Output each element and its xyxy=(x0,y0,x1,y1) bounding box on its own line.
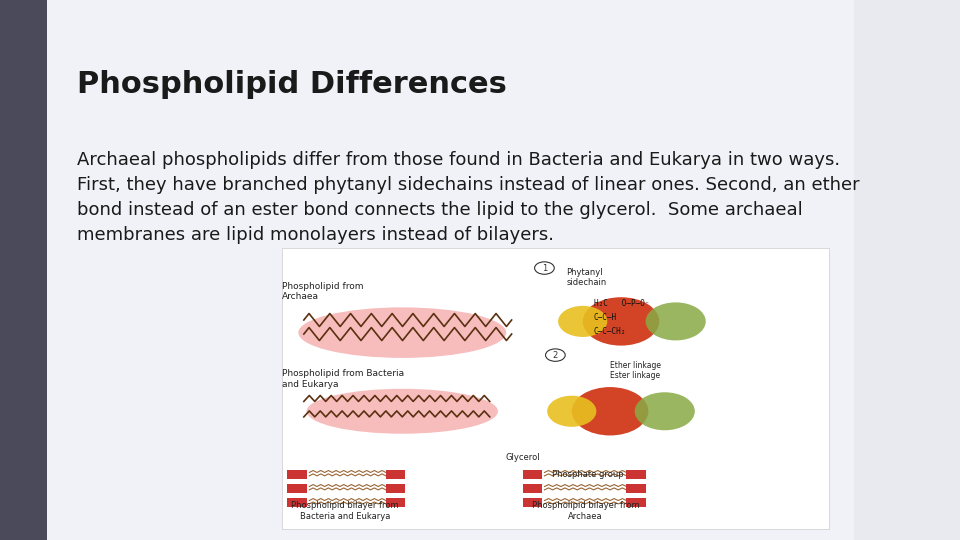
Text: Phospholipid bilayer from
Archaea: Phospholipid bilayer from Archaea xyxy=(532,501,639,521)
Bar xyxy=(522,498,541,507)
Bar xyxy=(287,470,306,478)
Ellipse shape xyxy=(306,389,498,434)
Text: Phosphate group: Phosphate group xyxy=(552,470,624,479)
Circle shape xyxy=(635,392,695,430)
Text: Archaeal phospholipids differ from those found in Bacteria and Eukarya in two wa: Archaeal phospholipids differ from those… xyxy=(77,151,859,244)
Text: 2: 2 xyxy=(553,350,558,360)
Text: H₂C   O—P—O⁻: H₂C O—P—O⁻ xyxy=(593,299,649,308)
Circle shape xyxy=(547,396,596,427)
Text: Phospholipid from
Archaea: Phospholipid from Archaea xyxy=(282,282,364,301)
Bar xyxy=(287,484,306,492)
Text: Phytanyl
sidechain: Phytanyl sidechain xyxy=(566,268,607,287)
Circle shape xyxy=(645,302,706,340)
Circle shape xyxy=(583,297,660,346)
Bar xyxy=(0,0,47,540)
Ellipse shape xyxy=(299,307,506,358)
Circle shape xyxy=(535,262,554,274)
Text: C—C—CH₂: C—C—CH₂ xyxy=(593,327,626,336)
Circle shape xyxy=(545,349,565,361)
Bar xyxy=(522,470,541,478)
Bar xyxy=(522,484,541,492)
Bar xyxy=(386,470,405,478)
Text: Phospholipid from Bacteria
and Eukarya: Phospholipid from Bacteria and Eukarya xyxy=(282,369,404,389)
Text: Glycerol: Glycerol xyxy=(505,454,540,462)
Text: Phospholipid Differences: Phospholipid Differences xyxy=(77,70,507,99)
Bar xyxy=(627,470,645,478)
Bar xyxy=(282,248,828,529)
Bar xyxy=(627,498,645,507)
Bar xyxy=(627,484,645,492)
Bar xyxy=(386,484,405,492)
Bar xyxy=(287,498,306,507)
Text: 1: 1 xyxy=(541,264,547,273)
Text: Phospholipid bilayer from
Bacteria and Eukarya: Phospholipid bilayer from Bacteria and E… xyxy=(291,501,398,521)
Text: Ether linkage
Ester linkage: Ether linkage Ester linkage xyxy=(610,361,661,380)
Text: C—C—H: C—C—H xyxy=(593,313,616,322)
Bar xyxy=(386,498,405,507)
Circle shape xyxy=(558,306,608,337)
Circle shape xyxy=(572,387,648,435)
